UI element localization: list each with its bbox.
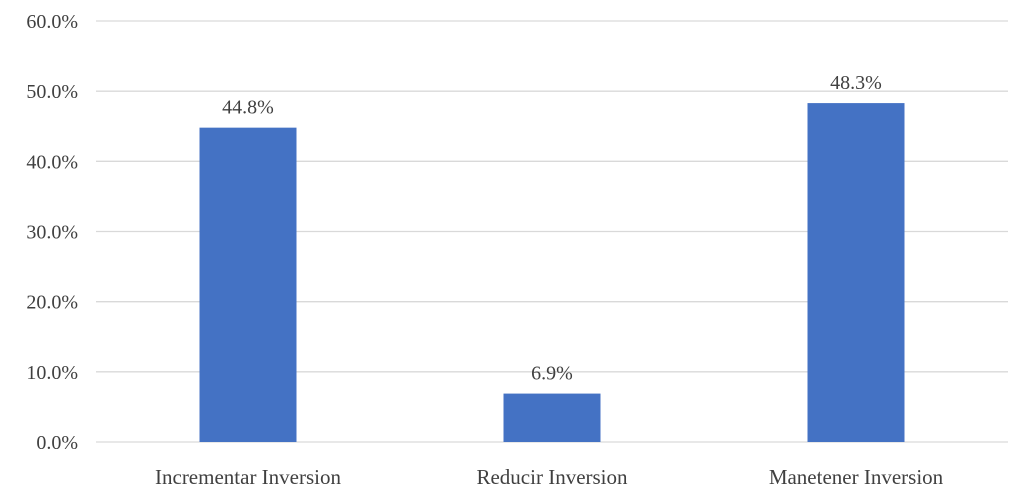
data-label: 48.3%: [830, 72, 882, 94]
y-tick-label: 10.0%: [26, 362, 78, 384]
y-tick-label: 40.0%: [26, 151, 78, 173]
bars: [199, 103, 905, 443]
data-label: 44.8%: [222, 97, 274, 119]
y-axis-tick-labels: 0.0% 10.0% 20.0% 30.0% 40.0% 50.0% 60.0%: [26, 11, 78, 454]
data-label: 6.9%: [531, 363, 573, 385]
y-tick-label: 50.0%: [26, 81, 78, 103]
data-labels: 44.8% 6.9% 48.3%: [222, 72, 882, 384]
x-tick-label: Reducir Inversion: [476, 465, 628, 489]
y-tick-label: 30.0%: [26, 222, 78, 244]
bar: [199, 127, 297, 443]
x-tick-label: Manetener Inversion: [769, 465, 944, 489]
bar: [503, 393, 601, 442]
y-tick-label: 20.0%: [26, 292, 78, 314]
y-tick-label: 0.0%: [36, 432, 78, 454]
bar: [807, 103, 905, 442]
x-tick-label: Incrementar Inversion: [155, 465, 341, 489]
x-axis-tick-labels: Incrementar Inversion Reducir Inversion Ma…: [155, 465, 944, 489]
y-tick-label: 60.0%: [26, 11, 78, 33]
